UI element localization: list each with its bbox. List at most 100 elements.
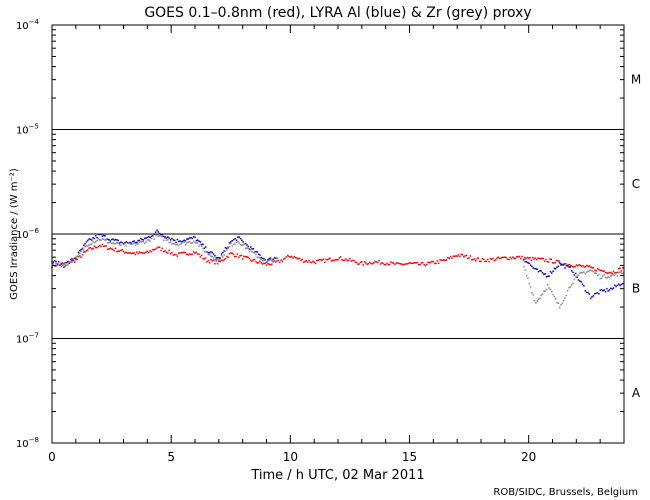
data-point xyxy=(60,262,63,264)
data-point xyxy=(57,261,60,263)
flare-class-labels: A B C M xyxy=(631,73,641,401)
data-point xyxy=(182,241,184,244)
data-point xyxy=(539,297,541,300)
data-point xyxy=(149,249,151,252)
data-point xyxy=(453,255,456,258)
data-point xyxy=(118,250,121,253)
data-point xyxy=(117,242,120,244)
data-point xyxy=(346,260,349,262)
data-point xyxy=(455,255,457,257)
data-point xyxy=(618,271,620,274)
data-point xyxy=(480,260,482,263)
data-point xyxy=(279,261,281,264)
data-point xyxy=(184,251,187,254)
data-point xyxy=(264,259,266,261)
data-point xyxy=(108,239,110,241)
data-point xyxy=(252,251,255,254)
data-point xyxy=(206,251,208,253)
data-point xyxy=(218,259,220,261)
data-point xyxy=(237,256,240,259)
data-point xyxy=(535,268,537,270)
data-point xyxy=(161,247,164,250)
data-point xyxy=(302,261,305,264)
data-point xyxy=(69,258,72,261)
data-point xyxy=(506,258,509,261)
data-point xyxy=(535,301,537,304)
data-point xyxy=(89,243,92,246)
data-point xyxy=(523,265,525,268)
data-point xyxy=(184,240,187,242)
data-point xyxy=(518,255,521,258)
data-point xyxy=(334,259,337,261)
data-point xyxy=(572,266,575,268)
data-point xyxy=(94,235,97,237)
data-point xyxy=(535,258,538,261)
data-point xyxy=(194,236,196,238)
data-point xyxy=(547,275,549,278)
data-point xyxy=(105,239,108,241)
data-point xyxy=(561,302,564,305)
data-point xyxy=(587,270,589,273)
data-point xyxy=(543,273,545,275)
data-point xyxy=(516,256,518,258)
data-point xyxy=(142,252,145,254)
data-point xyxy=(125,241,127,243)
data-point xyxy=(362,264,364,266)
data-point xyxy=(548,275,550,277)
data-point xyxy=(286,254,289,257)
data-point xyxy=(126,252,129,254)
data-point xyxy=(602,289,604,292)
data-point xyxy=(603,289,605,291)
data-point xyxy=(83,251,85,253)
data-point xyxy=(342,259,345,262)
data-point xyxy=(566,290,569,292)
data-point xyxy=(494,259,497,261)
data-point xyxy=(247,245,249,248)
data-point xyxy=(134,241,137,244)
data-point xyxy=(132,243,134,245)
data-point xyxy=(251,248,253,250)
data-point xyxy=(248,248,251,250)
data-point xyxy=(330,260,333,262)
data-point xyxy=(584,272,586,275)
data-point xyxy=(276,260,278,262)
data-point xyxy=(167,252,169,254)
data-point xyxy=(109,240,112,242)
data-point xyxy=(173,253,176,256)
data-point xyxy=(56,264,59,267)
data-point xyxy=(186,238,188,240)
data-point xyxy=(93,241,96,244)
data-point xyxy=(241,244,243,247)
data-point xyxy=(126,242,129,245)
data-point xyxy=(610,275,612,277)
data-point xyxy=(611,288,613,290)
data-point xyxy=(231,239,233,242)
data-point xyxy=(243,243,246,246)
data-point xyxy=(251,250,253,253)
data-point xyxy=(492,257,494,260)
data-point xyxy=(502,256,505,259)
data-point xyxy=(143,242,146,245)
data-point xyxy=(257,256,260,259)
data-point xyxy=(219,259,221,262)
data-point xyxy=(451,257,453,259)
data-point xyxy=(117,239,120,242)
data-point xyxy=(94,240,97,243)
data-point xyxy=(81,253,84,256)
data-point xyxy=(369,261,371,263)
data-point xyxy=(108,242,110,244)
data-point xyxy=(529,264,532,266)
data-point xyxy=(568,286,570,289)
data-point xyxy=(429,261,432,264)
data-point xyxy=(102,245,105,248)
data-point xyxy=(246,247,248,249)
data-point xyxy=(176,243,179,246)
data-point xyxy=(228,245,231,248)
data-point xyxy=(485,260,488,263)
data-point xyxy=(285,256,288,258)
data-point xyxy=(92,240,94,243)
data-point xyxy=(253,251,256,254)
data-point xyxy=(75,258,77,261)
data-point xyxy=(486,258,489,261)
data-point xyxy=(116,250,118,253)
